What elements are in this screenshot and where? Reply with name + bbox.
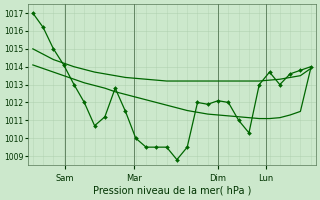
X-axis label: Pression niveau de la mer( hPa ): Pression niveau de la mer( hPa ) <box>92 186 251 196</box>
